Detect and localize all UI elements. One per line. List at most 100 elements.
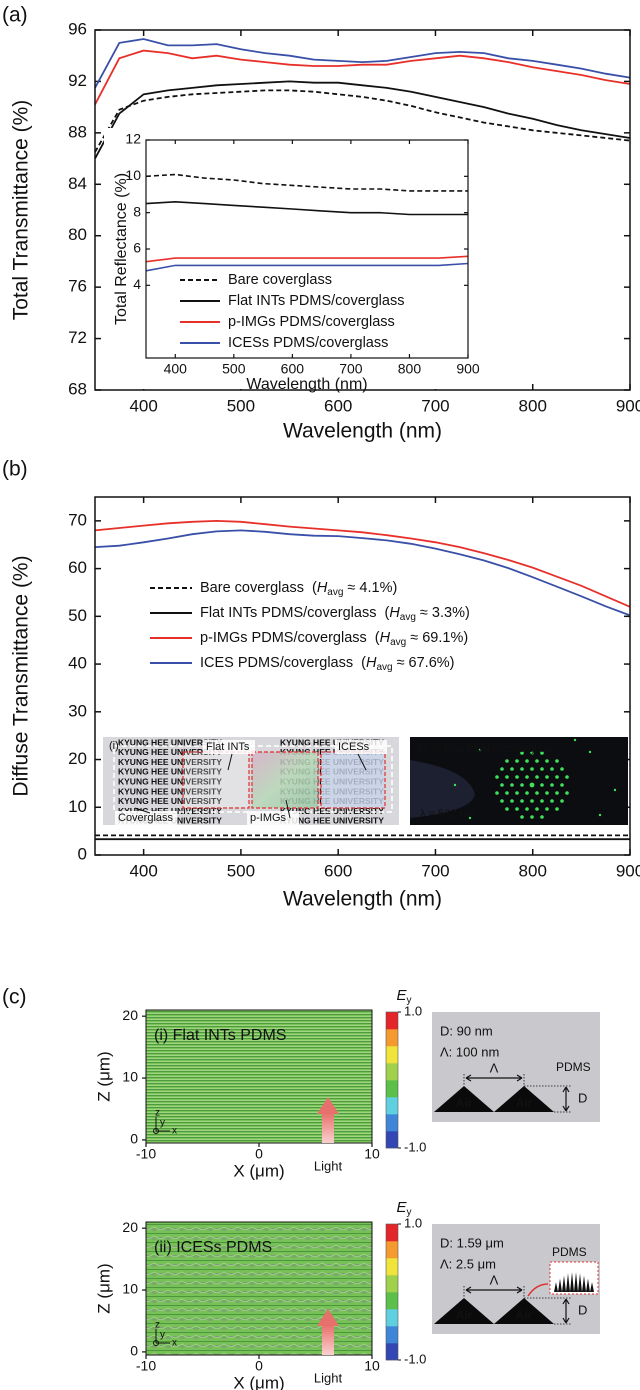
schematic-depth: D: 1.59 μm (440, 1235, 504, 1250)
y-tick-label: 20 (122, 1219, 138, 1235)
colorbar-tick-label: -1.0 (404, 1351, 426, 1366)
diffraction-spot (530, 767, 534, 771)
depth-symbol: D (578, 1090, 587, 1105)
diffraction-spot (510, 799, 514, 803)
sample-outline (251, 751, 319, 809)
x-tick-label: 10 (364, 1358, 380, 1374)
diffraction-spot (555, 807, 559, 811)
depth-symbol: D (578, 1302, 587, 1317)
y-axis-title: Diffuse Transmittance (%) (10, 555, 33, 796)
photo-watermark: KYUNG HEE UNIVERSITY (118, 757, 222, 767)
diffraction-spot (525, 775, 529, 779)
light-arrow (317, 1097, 339, 1114)
legend-name: Bare coverglass (200, 580, 304, 596)
y-tick-label: 68 (68, 379, 87, 398)
photo-watermark: KYUNG HEE UNIVERSITY (118, 767, 222, 777)
diffraction-spot (510, 783, 514, 787)
x-tick-label: 900 (456, 361, 480, 377)
diffraction-spot (515, 775, 519, 779)
schematic-period: Λ: 100 nm (440, 1044, 499, 1059)
legend-label: Flat INTs PDMS/coverglass (228, 293, 404, 309)
label-arrow (134, 753, 367, 819)
series-line (94, 80, 631, 160)
diffraction-spot (510, 767, 514, 771)
y-tick-label: 84 (68, 174, 87, 193)
annotation: Light (314, 1158, 343, 1173)
photo-watermark: KYUNG HEE UNIVERSITY (118, 737, 222, 747)
legend-haze-symbol: H (317, 580, 328, 596)
diffraction-spot (550, 783, 554, 787)
diffraction-spot (545, 775, 549, 779)
x-tick-label: 500 (222, 361, 246, 377)
diffraction-spot (560, 783, 564, 787)
photo-watermark: KYUNG HEE UNIVERSITY (280, 816, 384, 826)
diffraction-spot (500, 783, 504, 787)
x-tick-label: 500 (227, 396, 255, 415)
label-background (203, 740, 255, 754)
legend-haze-sub: avg (390, 637, 406, 648)
y-tick-label: 10 (68, 797, 87, 816)
field-title: (i) Flat INTs PDMS (154, 1027, 286, 1044)
colorbar-segment (386, 1029, 398, 1047)
photo-label: p-IMGs (250, 812, 287, 824)
schematic-medium: PDMS (552, 1245, 587, 1259)
photo-watermark: KYUNG HEE UNIVERSITY (118, 796, 222, 806)
diffraction-spot (550, 767, 554, 771)
x-tick-label: 600 (281, 361, 305, 377)
nanocone (434, 1298, 494, 1324)
legend-label: ICES PDMS/coverglass (Havg ≈ 67.6%) (200, 655, 455, 673)
colorbar-segment (386, 1063, 398, 1081)
x-tick-label: 800 (398, 361, 422, 377)
coordinate-label: z (155, 1108, 160, 1119)
diffraction-spot (545, 807, 549, 811)
nanocone (494, 1298, 554, 1324)
period-symbol: Λ (490, 1272, 499, 1287)
photo-label: Flat INTs (206, 741, 250, 753)
schematic-medium: PDMS (556, 1060, 591, 1074)
legend-haze-sub: avg (400, 612, 416, 623)
series-line (94, 519, 631, 608)
colorbar-tick-label: -1.0 (404, 1139, 426, 1154)
x-tick-label: 600 (324, 861, 352, 880)
diffraction-spot (565, 775, 569, 779)
legend-name: Flat INTs PDMS/coverglass (200, 605, 376, 621)
x-tick-label: 400 (164, 361, 188, 377)
diffraction-spot (535, 759, 539, 763)
colorbar-tick-label: 1.0 (404, 1215, 422, 1230)
colorbar-symbol: E (396, 1199, 407, 1216)
legend-haze-sub: avg (327, 587, 343, 598)
colorbar-segment (386, 1343, 398, 1361)
light-arrow (317, 1309, 339, 1326)
series-line (145, 173, 468, 192)
coordinate-glyph (153, 1128, 159, 1134)
x-tick-label: 800 (519, 396, 547, 415)
x-axis-title: X (μm) (233, 1373, 284, 1390)
series-line (94, 38, 631, 89)
legend-haze-open: ( (361, 655, 366, 671)
photo-label: Coverglass (118, 812, 174, 824)
y-tick-label: 12 (125, 131, 141, 147)
legend-haze-open: ( (375, 630, 380, 646)
legend-label: p-IMGs PDMS/coverglass (228, 314, 395, 330)
legend-haze-open: ( (384, 605, 389, 621)
diffraction-spot (550, 799, 554, 803)
colorbar-segment (386, 1046, 398, 1064)
plot-frame (145, 1221, 373, 1356)
diffraction-spot (529, 782, 535, 788)
photo-tag: (i) (109, 740, 119, 752)
legend-haze-open: ( (312, 580, 317, 596)
legend-label: Bare coverglass (Havg ≈ 4.1%) (200, 580, 397, 598)
diffraction-spot (535, 807, 539, 811)
diffraction-spot (545, 791, 549, 795)
zoom-pointer (527, 1283, 549, 1297)
diffraction-spot (500, 799, 504, 803)
diffraction-spot (560, 799, 564, 803)
period-arrow (465, 1074, 523, 1082)
diffraction-spot (555, 759, 559, 763)
colorbar-segment (386, 1080, 398, 1098)
diffraction-spot (598, 813, 602, 817)
y-axis-title: Z (μm) (94, 1263, 113, 1313)
legend-haze-value: ≈ 3.3%) (420, 605, 470, 621)
diffraction-spot (505, 759, 509, 763)
